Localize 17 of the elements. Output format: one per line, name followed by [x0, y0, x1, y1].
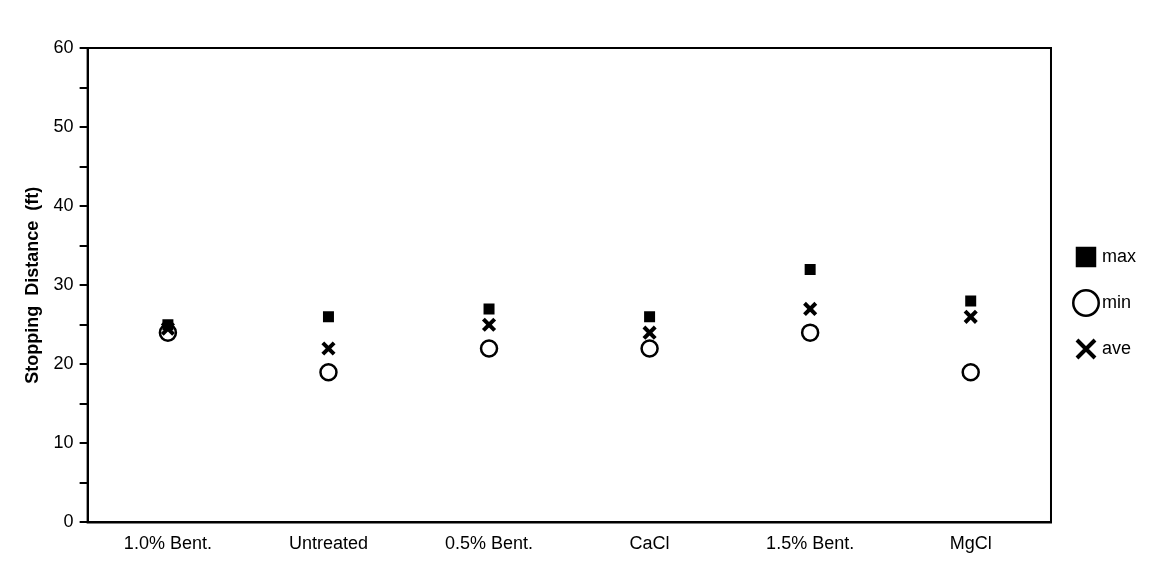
x-tick-label: CaCl [629, 533, 670, 554]
x-tick-label: Untreated [288, 533, 368, 554]
y-tick-label: 50 [53, 116, 74, 137]
legend-label: ave [1102, 337, 1132, 358]
y-tick-label: 0 [63, 511, 74, 532]
y-tick-label: 10 [53, 432, 74, 453]
y-tick-label: 30 [53, 274, 74, 295]
x-tick-label: 1.5% Bent. [766, 533, 855, 554]
legend-label: min [1102, 291, 1132, 312]
y-axis-title: Stopping Distance (ft) [21, 186, 42, 384]
y-tick-label: 20 [53, 353, 74, 374]
y-tick-label: 40 [53, 195, 74, 216]
legend-label: max [1102, 245, 1137, 266]
x-tick-label: MgCl [949, 533, 992, 554]
y-tick-label: 60 [53, 36, 74, 57]
x-tick-label: 1.0% Bent. [123, 533, 212, 554]
x-tick-label: 0.5% Bent. [445, 533, 534, 554]
